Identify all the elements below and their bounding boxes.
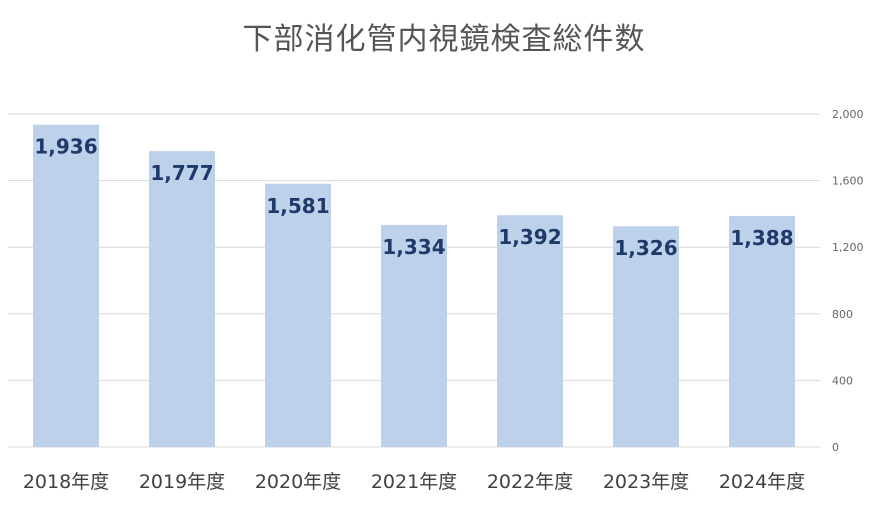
x-category-label: 2018年度 [23,471,109,493]
bars [33,124,795,448]
x-category-label: 2024年度 [719,471,805,493]
x-category-label: 2021年度 [371,471,457,493]
bar [33,124,99,447]
y-tick-label: 400 [832,374,853,387]
data-labels: 1,936 1,777 1,581 1,334 1,392 1,326 1,388 [34,135,793,261]
data-label: 1,388 [730,226,793,250]
y-tick-label: 1,600 [832,175,864,188]
bar [265,183,331,448]
chart-title: 下部消化管内視鏡検査総件数 [242,22,646,57]
y-tick-label: 2,000 [832,108,864,121]
bar [729,215,795,447]
bar [497,215,563,447]
data-label: 1,392 [498,225,561,249]
data-label: 1,581 [266,194,329,218]
x-axis-categories: 2018年度 2019年度 2020年度 2021年度 2022年度 2023年度 2024… [23,471,805,493]
y-tick-label: 0 [832,441,839,454]
x-category-label: 2022年度 [487,471,573,493]
y-tick-label: 800 [832,308,853,321]
data-label: 1,777 [150,161,213,185]
y-axis-ticks: 0 400 800 1,200 1,600 2,000 [832,108,864,454]
data-label: 1,334 [382,235,445,259]
data-label: 1,326 [614,236,677,260]
x-category-label: 2020年度 [255,471,341,493]
x-category-label: 2023年度 [603,471,689,493]
bar [613,226,679,447]
bar [149,151,215,447]
data-label: 1,936 [34,135,97,159]
bar [381,224,447,447]
y-tick-label: 1,200 [832,241,864,254]
x-category-label: 2019年度 [139,471,225,493]
